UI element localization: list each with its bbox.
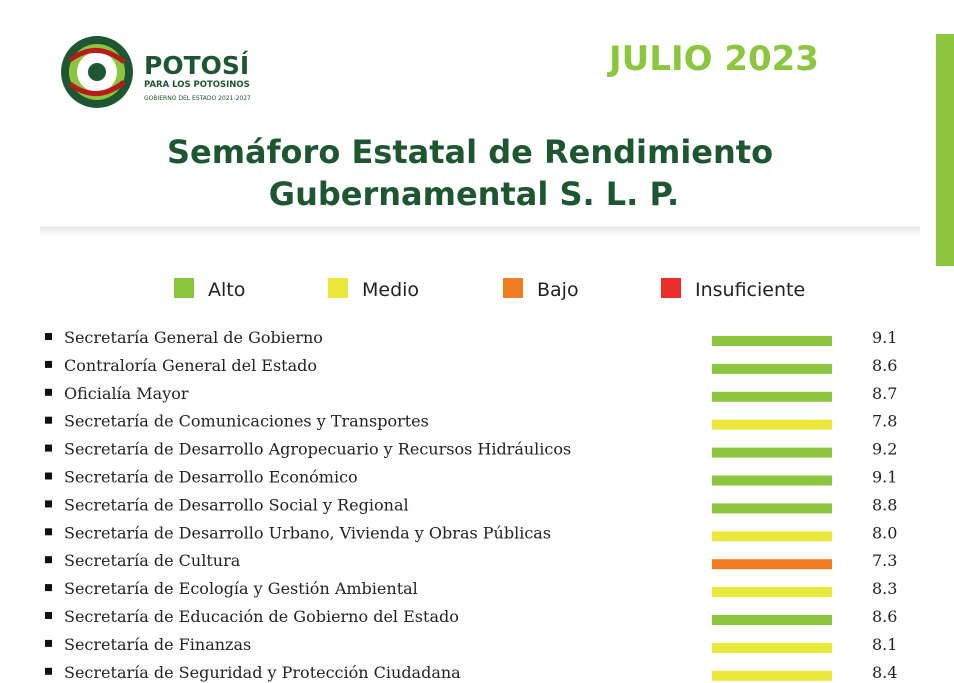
divider [40,227,920,239]
bullet [45,333,52,340]
legend-label: Bajo [537,279,579,301]
legend-swatch [174,278,194,298]
row-name: Secretaría de Finanzas [64,635,251,654]
bullet [45,556,52,564]
bullet [45,416,52,424]
bullet [45,472,52,480]
title: Gubernamental S. L. P. [269,175,679,213]
row-name: Secretaría de Ecología y Gestión Ambient… [64,579,418,598]
score-bar [712,336,832,346]
bullet [45,612,52,619]
row-name: Oficialía Mayor [64,384,189,403]
score-bar [712,503,832,514]
row-score: 8.4 [872,663,897,682]
row-score: 8.0 [872,523,897,542]
bullet [45,444,52,452]
row-name: Secretaría de Seguridad y Protección Ciu… [64,663,461,682]
bullet [45,360,52,368]
score-bar [712,419,832,430]
score-bar [712,447,832,458]
row-score: 7.8 [872,412,897,431]
period: JULIO 2023 [607,39,819,79]
score-bar [712,475,832,486]
score-bar [712,615,832,625]
bullet [45,584,52,592]
bullet [45,639,52,647]
row-score: 8.1 [872,635,897,654]
logo [61,36,133,108]
bullet [45,500,52,508]
legend-label: Alto [208,279,245,301]
brand: POTOSÍ [144,51,249,80]
row-score: 8.6 [872,356,897,375]
row-score: 8.8 [872,495,897,514]
row-name: Secretaría de Cultura [64,551,241,570]
score-bar [712,670,832,681]
government: GOBIERNO DEL ESTADO 2021-2027 [144,95,251,102]
score-bar [712,363,832,374]
row-name: Secretaría de Desarrollo Agropecuario y … [64,440,571,459]
row-name: Secretaría de Desarrollo Urbano, Viviend… [64,523,551,542]
score-bar [712,559,832,570]
legend-label: Insuficiente [695,279,805,301]
bullet [45,528,52,536]
score-bar [712,587,832,598]
score-bar [712,642,832,653]
bullet [45,667,52,675]
row-score: 7.3 [872,551,897,570]
row-score: 9.2 [872,440,897,459]
tagline: PARA LOS POTOSINOS [144,80,250,90]
title: Semáforo Estatal de Rendimiento [167,133,773,171]
legend-swatch [661,278,681,298]
row-score: 8.6 [872,607,897,626]
row-name: Secretaría de Comunicaciones y Transport… [64,412,429,431]
row-score: 8.3 [872,579,897,598]
row-score: 8.7 [872,384,897,403]
row-name: Secretaría de Desarrollo Económico [64,468,358,487]
row-score: 9.1 [872,468,897,487]
legend-swatch [503,278,523,298]
row-name: Secretaría General de Gobierno [64,328,323,347]
side-bar [936,34,954,266]
score-bar [712,531,832,542]
row-score: 9.1 [872,328,897,347]
bullet [45,388,52,396]
row-name: Secretaría de Desarrollo Social y Region… [64,495,409,514]
legend-label: Medio [362,279,419,301]
score-bar [712,391,832,402]
row-name: Contraloría General del Estado [64,356,317,375]
row-name: Secretaría de Educación de Gobierno del … [64,607,459,626]
legend-swatch [328,278,348,298]
